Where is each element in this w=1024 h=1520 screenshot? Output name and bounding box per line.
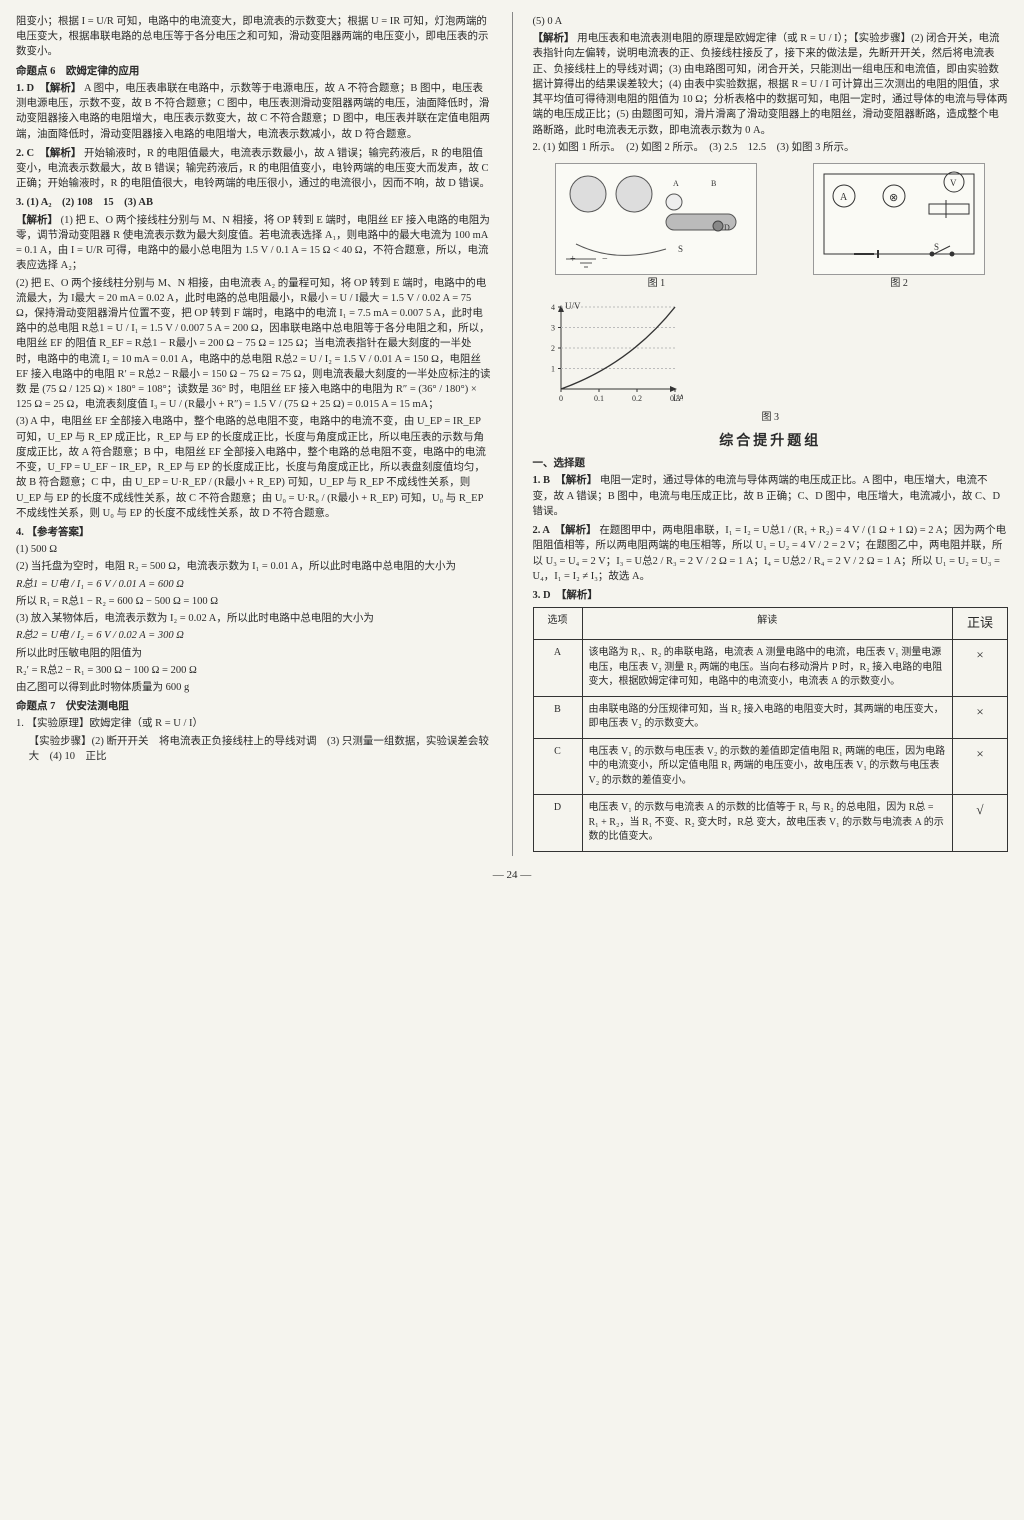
r-expl-label: 【解析】 <box>533 33 575 44</box>
svg-text:S: S <box>934 242 939 252</box>
circuit-svg-1: A B S D − + <box>556 164 756 274</box>
cell-mark: × <box>953 696 1008 738</box>
svg-text:V: V <box>950 178 957 188</box>
analysis-table: 选项 解读 正误 A该电路为 R₁、R₂ 的串联电路，电流表 A 测量电路中的电… <box>533 607 1009 851</box>
comprehensive-title: 综合提升题组 <box>533 432 1009 452</box>
c1-body: 电阻一定时，通过导体的电流与导体两端的电压成正比。A 图中，电压增大，电流不变，… <box>533 475 1001 516</box>
th-explain: 解读 <box>582 608 953 640</box>
q4-3b: 所以此时压敏电阻的阻值为 <box>16 646 492 661</box>
q3-expl-label: 【解析】 <box>16 215 58 226</box>
svg-text:⊗: ⊗ <box>889 192 898 204</box>
right-column: (5) 0 A 【解析】 用电压表和电流表测电阻的原理是欧姆定律（或 R = U… <box>533 12 1009 856</box>
q4-2: (2) 当托盘为空时，电阻 R₂ = 500 Ω，电流表示数为 I₁ = 0.0… <box>16 559 492 574</box>
fig3-caption: 图 3 <box>533 411 1009 426</box>
q2-head: 2. C 【解析】 <box>16 148 81 159</box>
cell-option: C <box>533 738 582 795</box>
svg-text:A: A <box>673 179 679 188</box>
svg-text:−: − <box>602 254 608 265</box>
figures-row-1: A B S D − + 图 1 <box>533 163 1009 292</box>
q2: 2. C 【解析】 开始输液时，R 的电阻值最大，电流表示数最小，故 A 错误；… <box>16 146 492 192</box>
table-row: A该电路为 R₁、R₂ 的串联电路，电流表 A 测量电路中的电流，电压表 V₁ … <box>533 640 1008 697</box>
fig2-caption: 图 2 <box>813 277 985 292</box>
q4-head: 4. 【参考答案】 <box>16 525 492 540</box>
fig1-caption: 图 1 <box>555 277 757 292</box>
c2-head: 2. A 【解析】 <box>533 525 597 536</box>
q1-body: A 图中，电压表串联在电路中，示数等于电源电压，故 A 不符合题意；B 图中，电… <box>16 83 490 140</box>
svg-text:U/V: U/V <box>565 301 581 311</box>
svg-text:1: 1 <box>551 365 555 374</box>
cell-option: D <box>533 795 582 852</box>
c3: 3. D 【解析】 选项 解读 正误 A该电路为 R₁、R₂ 的串联电路，电流表… <box>533 588 1009 852</box>
left-column: 阻变小；根据 I = U/R 可知，电路中的电流变大，即电流表的示数变大；根据 … <box>16 12 492 856</box>
r-expl: 用电压表和电流表测电阻的原理是欧姆定律（或 R = U / I）；【实验步骤】(… <box>533 33 1008 135</box>
q2-body: 开始输液时，R 的电阻值最大，电流表示数最小，故 A 错误；输完药液后，R 的电… <box>16 148 490 189</box>
q7-1: 1. 【实验原理】欧姆定律（或 R = U / I） <box>16 716 492 731</box>
svg-text:3: 3 <box>551 324 555 333</box>
svg-text:A: A <box>840 192 848 203</box>
q4-3c: R₂′ = R总2 − R₁ = 300 Ω − 100 Ω = 200 Ω <box>16 663 492 678</box>
c2-body: 在题图甲中，两电阻串联，I₁ = I₂ = U总1 / (R₁ + R₂) = … <box>533 525 1007 582</box>
page-columns: 阻变小；根据 I = U/R 可知，电路中的电流变大，即电流表的示数变大；根据 … <box>16 12 1008 856</box>
q4-2b: 所以 R₁ = R总1 − R₂ = 600 Ω − 500 Ω = 100 Ω <box>16 594 492 609</box>
circuit-diagram-1: A B S D − + <box>555 163 757 275</box>
q4-3: (3) 放入某物体后，电流表示数为 I₂ = 0.02 A，所以此时电路中总电阻… <box>16 611 492 626</box>
r0: (5) 0 A <box>533 14 1009 29</box>
q1-head: 1. D 【解析】 <box>16 83 81 94</box>
q4-2f: R总1 = U电 / I₁ = 6 V / 0.01 A = 600 Ω <box>16 577 492 592</box>
q4: 4. 【参考答案】 (1) 500 Ω (2) 当托盘为空时，电阻 R₂ = 5… <box>16 525 492 695</box>
svg-text:B: B <box>711 179 716 188</box>
intro-text: 阻变小；根据 I = U/R 可知，电路中的电流变大，即电流表的示数变大；根据 … <box>16 14 492 60</box>
svg-text:D: D <box>724 223 730 232</box>
table-row: C电压表 V₁ 的示数与电压表 V₂ 的示数的差值即定值电阻 R₁ 两端的电压，… <box>533 738 1008 795</box>
th-mark: 正误 <box>953 608 1008 640</box>
cell-explain: 电压表 V₁ 的示数与电流表 A 的示数的比值等于 R₁ 与 R₂ 的总电阻，因… <box>582 795 953 852</box>
q3: 3. (1) A₂ (2) 108 15 (3) AB 【解析】 (1) 把 E… <box>16 195 492 521</box>
table-row: B由串联电路的分压规律可知，当 R₂ 接入电路的电阻变大时，其两端的电压变大，即… <box>533 696 1008 738</box>
c3-head: 3. D 【解析】 <box>533 588 1009 603</box>
q4-3d: 由乙图可以得到此时物体质量为 600 g <box>16 680 492 695</box>
q4-3f: R总2 = U电 / I₂ = 6 V / 0.02 A = 300 Ω <box>16 628 492 643</box>
cell-mark: × <box>953 640 1008 697</box>
q3-p2: (2) 把 E、O 两个接线柱分别与 M、N 相接，由电流表 A₂ 的量程可知，… <box>16 276 492 413</box>
cell-explain: 该电路为 R₁、R₂ 的串联电路，电流表 A 测量电路中的电流，电压表 V₁ 测… <box>582 640 953 697</box>
page-number: — 24 — <box>16 868 1008 884</box>
svg-text:+: + <box>570 254 576 265</box>
q4-1: (1) 500 Ω <box>16 542 492 557</box>
svg-text:S: S <box>678 244 683 254</box>
r-q2: 2. (1) 如图 1 所示。 (2) 如图 2 所示。 (3) 2.5 12.… <box>533 140 1009 155</box>
column-divider <box>512 12 513 856</box>
topic-6-title: 命题点 6 欧姆定律的应用 <box>16 64 492 79</box>
circuit-diagram-2: A ⊗ V S <box>813 163 985 275</box>
svg-text:0.2: 0.2 <box>632 394 642 403</box>
svg-text:2: 2 <box>551 344 555 353</box>
c1: 1. B 【解析】 电阻一定时，通过导体的电流与导体两端的电压成正比。A 图中，… <box>533 473 1009 519</box>
th-option: 选项 <box>533 608 582 640</box>
circuit-svg-2: A ⊗ V S <box>814 164 984 274</box>
c2: 2. A 【解析】 在题图甲中，两电阻串联，I₁ = I₂ = U总1 / (R… <box>533 523 1009 584</box>
cell-option: A <box>533 640 582 697</box>
figure-2: A ⊗ V S 图 2 <box>813 163 985 292</box>
cell-option: B <box>533 696 582 738</box>
svg-text:0.1: 0.1 <box>594 394 604 403</box>
q1: 1. D 【解析】 A 图中，电压表串联在电路中，示数等于电源电压，故 A 不符… <box>16 81 492 142</box>
q3-p3: (3) A 中，电阻丝 EF 全部接入电路中，整个电路的总电阻不变，电路中的电流… <box>16 414 492 521</box>
figure-3-wrap: 123400.10.20.3U/VI/A 图 3 <box>533 299 1009 426</box>
svg-text:I/A: I/A <box>673 393 683 403</box>
svg-text:4: 4 <box>551 303 555 312</box>
cell-explain: 电压表 V₁ 的示数与电压表 V₂ 的示数的差值即定值电阻 R₁ 两端的电压，因… <box>582 738 953 795</box>
topic-7-title: 命题点 7 伏安法测电阻 <box>16 699 492 714</box>
cell-mark: × <box>953 738 1008 795</box>
q3-head: 3. (1) A₂ (2) 108 15 (3) AB <box>16 195 492 210</box>
section-choice: 一、选择题 <box>533 456 1009 471</box>
table-row: D电压表 V₁ 的示数与电流表 A 的示数的比值等于 R₁ 与 R₂ 的总电阻，… <box>533 795 1008 852</box>
cell-mark: √ <box>953 795 1008 852</box>
ui-chart: 123400.10.20.3U/VI/A <box>533 299 683 409</box>
q7-2: 【实验步骤】(2) 断开开关 将电流表正负接线柱上的导线对调 (3) 只测量一组… <box>16 734 492 764</box>
cell-explain: 由串联电路的分压规律可知，当 R₂ 接入电路的电阻变大时，其两端的电压变大，即电… <box>582 696 953 738</box>
c1-head: 1. B 【解析】 <box>533 475 598 486</box>
figure-1: A B S D − + 图 1 <box>555 163 757 292</box>
svg-text:0: 0 <box>559 394 563 403</box>
q3-p1: (1) 把 E、O 两个接线柱分别与 M、N 相接，将 OP 转到 E 端时，电… <box>16 215 490 272</box>
